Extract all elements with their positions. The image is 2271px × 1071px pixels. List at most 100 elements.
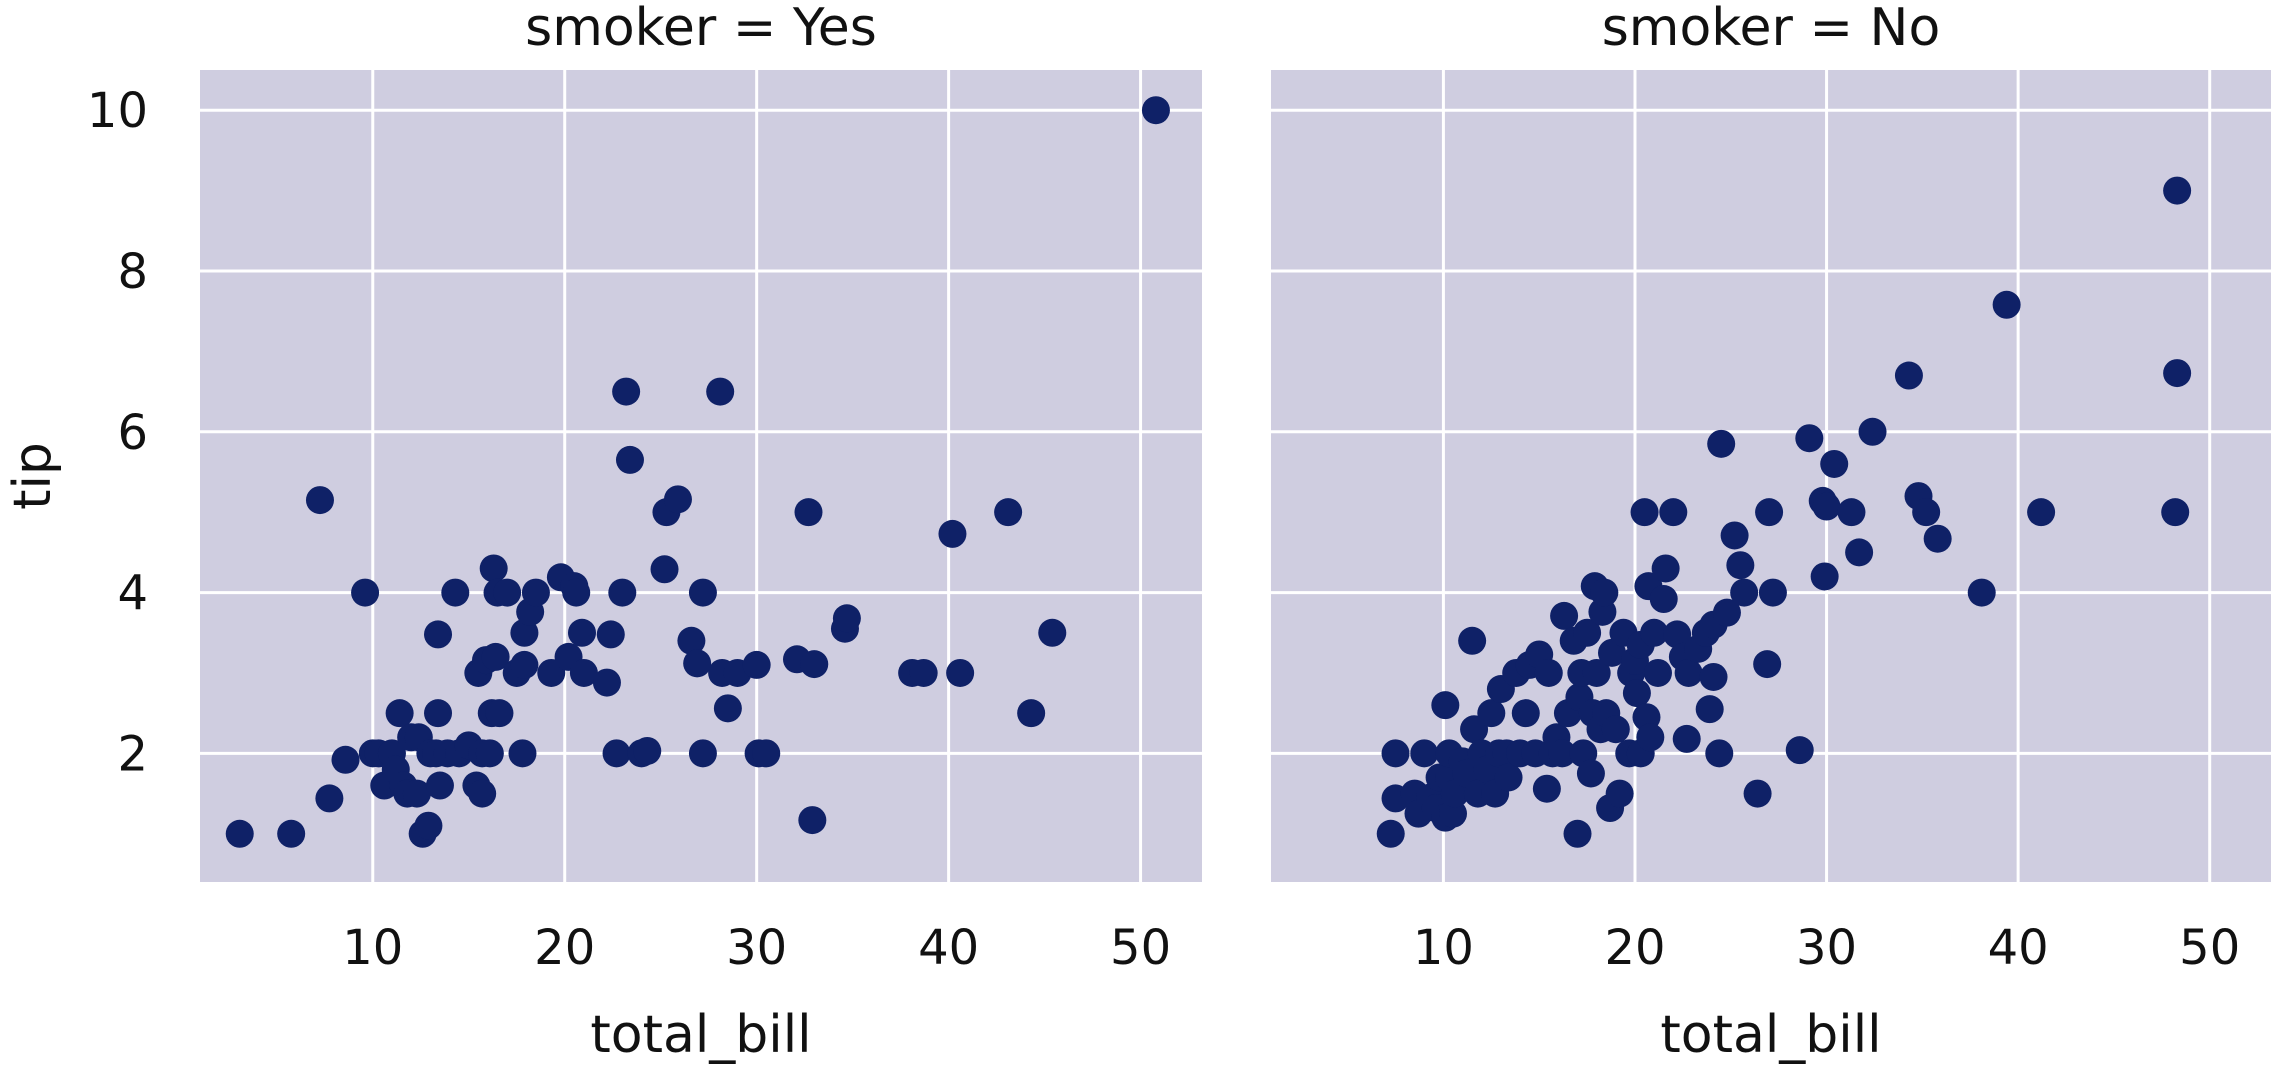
data-point (1695, 695, 1724, 724)
y-tick-label: 8 (117, 244, 148, 300)
data-point (1601, 715, 1630, 744)
data-point (602, 739, 631, 768)
data-point (1845, 538, 1874, 567)
y-tick-label: 4 (117, 566, 148, 622)
data-point (567, 618, 596, 647)
data-point (1038, 618, 1067, 647)
data-point (485, 699, 514, 728)
data-point (794, 498, 823, 527)
data-point (1622, 679, 1651, 708)
data-point (1858, 417, 1887, 446)
data-point (938, 519, 967, 548)
data-point (2163, 176, 2192, 205)
x-tick-label: 20 (1604, 920, 1665, 976)
data-point (351, 578, 380, 607)
data-point (1630, 498, 1659, 527)
data-point (909, 658, 938, 687)
data-point (1651, 554, 1680, 583)
data-point (1705, 739, 1734, 768)
panel-smoker-no: 10 20 30 40 50 smoker = No total_bill (1271, 0, 2271, 1065)
data-point (1672, 724, 1701, 753)
data-point (225, 819, 254, 848)
data-point (1923, 524, 1952, 553)
data-point (1712, 598, 1741, 627)
data-point (608, 578, 637, 607)
data-point (633, 736, 662, 765)
x-tick-label: 50 (1110, 920, 1171, 976)
panel-title: smoker = No (1602, 0, 1941, 58)
panel-smoker-yes: 10 20 30 40 50 2 4 6 8 10 smoker = Yes total_bill… (3, 0, 1202, 1065)
data-point (1017, 699, 1046, 728)
y-tick-label: 10 (87, 83, 148, 139)
data-point (510, 650, 539, 679)
data-point (1643, 658, 1672, 687)
data-point (1563, 819, 1592, 848)
data-point (1674, 658, 1703, 687)
data-point (1410, 739, 1439, 768)
x-axis-label: total_bill (1660, 1005, 1881, 1065)
data-point (1810, 562, 1839, 591)
data-point (1967, 578, 1996, 607)
data-point (683, 649, 712, 678)
data-point (1720, 521, 1749, 550)
data-point (424, 620, 453, 649)
data-point (1605, 779, 1634, 808)
data-point (612, 377, 641, 406)
data-point (402, 779, 431, 808)
data-point (468, 779, 497, 808)
data-point (1431, 691, 1460, 720)
data-point (1659, 498, 1688, 527)
data-point (706, 377, 735, 406)
data-point (1438, 799, 1467, 828)
data-point (1837, 498, 1866, 527)
data-point (562, 578, 591, 607)
x-tick-label: 30 (726, 920, 787, 976)
data-point (946, 658, 975, 687)
data-point (1820, 449, 1849, 478)
data-point (1992, 290, 2021, 319)
data-point (441, 578, 470, 607)
data-point (508, 739, 537, 768)
data-point (424, 699, 453, 728)
data-point (569, 658, 598, 687)
data-point (1548, 739, 1577, 768)
x-tick-label: 10 (342, 920, 403, 976)
data-point (688, 739, 717, 768)
data-point (1743, 779, 1772, 808)
x-tick-label: 40 (1988, 920, 2049, 976)
data-point (663, 485, 692, 514)
data-point (2027, 498, 2056, 527)
data-point (800, 650, 829, 679)
data-point (1894, 361, 1923, 390)
data-point (742, 650, 771, 679)
data-point (832, 604, 861, 633)
data-point (1812, 492, 1841, 521)
data-point (475, 739, 504, 768)
data-point (1726, 551, 1755, 580)
data-point (1511, 699, 1540, 728)
data-point (1785, 736, 1814, 765)
data-point (713, 694, 742, 723)
data-point (1636, 723, 1665, 752)
x-tick-label: 10 (1413, 920, 1474, 976)
data-point (1707, 429, 1736, 458)
data-point (425, 771, 454, 800)
data-point (1730, 578, 1759, 607)
data-point (1573, 618, 1602, 647)
data-point (521, 578, 550, 607)
data-point (414, 811, 443, 840)
data-point (479, 554, 508, 583)
data-point (1590, 578, 1619, 607)
data-point (1795, 424, 1824, 453)
x-tick-label: 20 (534, 920, 595, 976)
y-tick-label: 6 (117, 405, 148, 461)
x-axis-label: total_bill (590, 1005, 811, 1065)
data-point (596, 620, 625, 649)
data-point (1912, 498, 1941, 527)
y-axis-label: tip (3, 442, 63, 510)
data-point (481, 642, 510, 671)
data-point (2163, 359, 2192, 388)
data-point (1532, 774, 1561, 803)
data-point (1582, 658, 1611, 687)
data-point (650, 555, 679, 584)
